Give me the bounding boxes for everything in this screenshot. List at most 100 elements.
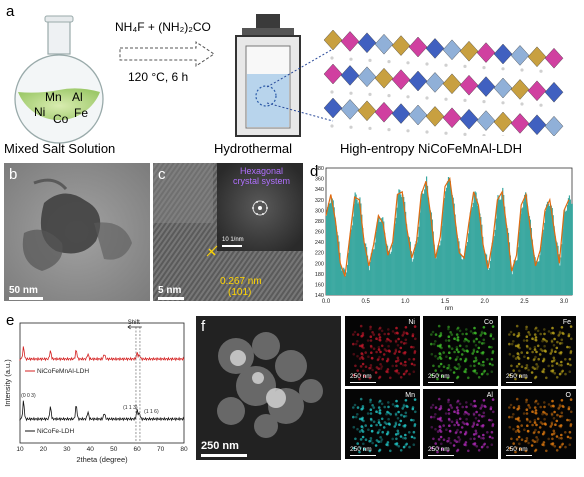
eds-map-scale-bar — [506, 381, 532, 383]
panel-f-scale-bar — [201, 454, 247, 457]
hrtem-image-c — [153, 163, 303, 301]
fft-scale-bar — [222, 245, 242, 247]
eds-map-scale-text: 250 nm — [428, 446, 450, 453]
panel-f-scale-text: 250 nm — [201, 440, 239, 452]
x-tick-label: 40 — [87, 446, 95, 453]
caption-mixed-salt: Mixed Salt Solution — [4, 141, 116, 156]
y-tick-label: 220 — [315, 251, 324, 257]
y-tick-label: 240 — [315, 240, 324, 246]
eds-map-element-label: Al — [486, 392, 493, 399]
legend-ldh-he: NiCoFeMnAl-LDH — [37, 368, 89, 375]
caption-hydrothermal: Hydrothermal — [214, 141, 293, 156]
eds-map-scale-bar — [506, 454, 532, 456]
panel-b-scale-bar — [9, 297, 43, 300]
eds-map-element-label: O — [565, 392, 571, 399]
d-spacing-text: 0.267 nm — [220, 276, 262, 287]
element-co: Co — [53, 112, 69, 126]
x-tick-label: 0.0 — [322, 299, 331, 305]
conditions-text: 120 °C, 6 h — [128, 70, 189, 84]
eds-map-scale-text: 250 nm — [350, 446, 372, 453]
tem-image-b — [4, 163, 150, 301]
y-tick-label: 180 — [315, 272, 324, 278]
eds-map-element-label: Co — [484, 319, 493, 326]
eds-map-element-label: Fe — [562, 319, 571, 326]
eds-map-co: Co 250 nm — [423, 316, 498, 386]
panel-f-label: f — [201, 318, 206, 335]
x-tick-label: 30 — [63, 446, 71, 453]
reaction-arrow — [119, 41, 215, 67]
zoom-connectors — [266, 48, 334, 122]
caption-ldh: High-entropy NiCoFeMnAl-LDH — [340, 141, 523, 156]
y-tick-label: 300 — [315, 208, 324, 214]
eds-map-scale-text: 250 nm — [506, 446, 528, 453]
xrd-line-nicofe — [19, 400, 185, 422]
eds-map-scale-text: 250 nm — [428, 373, 450, 380]
shift-arrow — [127, 324, 142, 330]
peak-label-113: (1 1 3) — [123, 405, 138, 411]
eds-map-al: Al 250 nm — [423, 389, 498, 459]
x-tick-label: 3.0 — [560, 299, 569, 305]
x-tick-label: 1.5 — [441, 299, 450, 305]
legend-nicofe: NiCoFe-LDH — [37, 428, 75, 435]
shift-label: Shift — [128, 320, 140, 326]
panel-d-label: d — [310, 163, 319, 180]
panel-c-label: c — [158, 166, 166, 183]
reagents-text: NH₄F + (NH₂)₂CO — [115, 20, 211, 34]
panel-b-scale-text: 50 nm — [9, 285, 38, 296]
fft-title-line1: Hexagonal — [240, 166, 284, 176]
x-tick-label: 60 — [134, 446, 142, 453]
y-tick-label: 320 — [315, 198, 324, 204]
panel-c-scale-bar — [158, 297, 184, 300]
x-tick-label: 1.0 — [401, 299, 410, 305]
haadf-image — [196, 316, 341, 460]
panel-c-scale-text: 5 nm — [158, 285, 182, 296]
element-mn: Mn — [45, 90, 62, 104]
x-tick-label: 0.5 — [362, 299, 371, 305]
eds-map-scale-bar — [350, 381, 376, 383]
eds-map-fe: Fe 250 nm — [501, 316, 576, 386]
x-tick-label: 70 — [157, 446, 165, 453]
eds-map-scale-bar — [350, 454, 376, 456]
x-tick-label: 20 — [40, 446, 48, 453]
peak-label-003: (0 0 3) — [21, 393, 36, 399]
fft-scale-text: 10 1/nm — [222, 237, 244, 243]
x-tick-label: 2.5 — [520, 299, 529, 305]
panel-a-label: a — [6, 3, 15, 20]
eds-map-mn: Mn 250 nm — [345, 389, 420, 459]
eds-map-o: O 250 nm — [501, 389, 576, 459]
eds-map-scale-text: 250 nm — [350, 373, 372, 380]
plane-text: (101) — [228, 287, 252, 298]
eds-map-element-label: Mn — [405, 392, 415, 399]
y-tick-label: 280 — [315, 219, 324, 225]
x-axis-label: nm — [445, 306, 453, 311]
x-tick-label: 10 — [16, 446, 24, 453]
line-profile-chart: 140 160 180 200 220 240 260 280 300 320 340 360 380 0… — [315, 166, 573, 311]
y-tick-label: 340 — [315, 187, 324, 193]
eds-map-element-label: Ni — [408, 319, 415, 326]
eds-map-scale-bar — [428, 454, 454, 456]
element-fe: Fe — [74, 106, 89, 120]
xrd-chart: Shift NiCoFeMnAl-LDH NiCoFe-LDH (0 0 3) (1 1… — [3, 320, 188, 464]
element-al: Al — [72, 90, 83, 104]
x-tick-label: 50 — [110, 446, 118, 453]
profile-fit-line — [325, 176, 570, 277]
y-tick-label: 140 — [315, 293, 324, 299]
xrd-frame — [19, 322, 185, 444]
x-tick-label: 80 — [180, 446, 188, 453]
panel-e-label: e — [6, 312, 15, 329]
y-tick-label: 160 — [315, 282, 324, 288]
eds-map-scale-bar — [428, 381, 454, 383]
x-axis-label: 2theta (degree) — [76, 455, 128, 464]
y-tick-label: 360 — [315, 177, 324, 183]
flask-illustration — [14, 15, 104, 144]
y-tick-label: 260 — [315, 230, 324, 236]
y-tick-label: 200 — [315, 261, 324, 267]
ldh-layers-illustration — [323, 29, 564, 136]
eds-map-ni: Ni 250 nm — [345, 316, 420, 386]
xrd-line-ldh-he — [19, 346, 185, 362]
y-tick-label: 380 — [315, 166, 324, 172]
y-axis-label: Intensity (a.u.) — [3, 359, 12, 407]
eds-map-scale-text: 250 nm — [506, 373, 528, 380]
peak-label-116: (1 1 6) — [144, 409, 159, 415]
autoclave-illustration — [235, 14, 301, 137]
